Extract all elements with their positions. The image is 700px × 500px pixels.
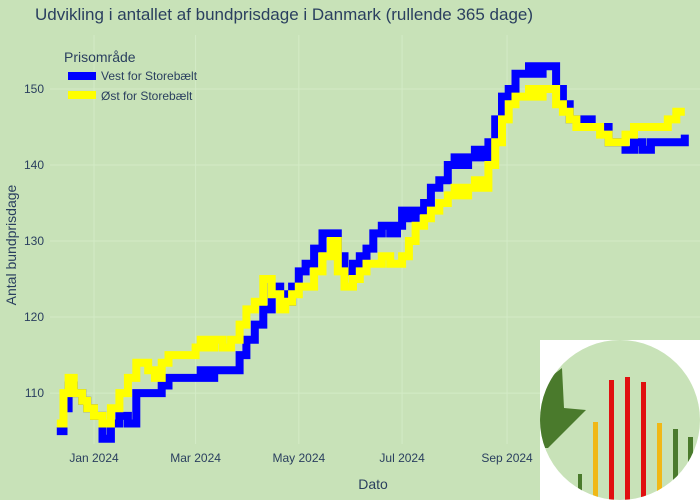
inset-bar [657,423,662,500]
y-axis-ticks: 110 120 130 140 150 [24,82,44,400]
x-tick-label: Sep 2024 [481,451,533,465]
x-tick-label: May 2024 [272,451,325,465]
y-axis-title: Antal bundprisdage [3,184,19,305]
x-tick-label: Mar 2024 [170,451,221,465]
x-axis-title: Dato [358,476,388,492]
inset-bar [578,474,582,500]
x-tick-label: Jan 2024 [69,451,119,465]
y-tick-label: 140 [24,158,44,172]
series-layer [56,62,689,443]
inset-bar [625,377,630,500]
inset-bar [593,422,598,500]
inset-bar [673,429,678,500]
y-tick-label: 110 [25,386,44,400]
legend-label-oest[interactable]: Øst for Storebælt [101,89,193,103]
x-tick-label: Jul 2024 [379,451,425,465]
y-tick-label: 130 [24,234,44,248]
y-tick-label: 120 [24,310,44,324]
legend[interactable]: Prisområde Vest for Storebælt Øst for St… [64,49,198,103]
series-line-oest[interactable] [56,85,685,428]
legend-label-vest[interactable]: Vest for Storebælt [101,69,198,83]
inset-bar [641,382,646,500]
inset-logo [540,340,700,500]
x-axis-ticks: Jan 2024 Mar 2024 May 2024 Jul 2024 Sep 2024 [69,451,533,465]
lightning-bolt-icon [540,368,586,448]
inset-bar [609,380,614,500]
legend-title: Prisområde [64,49,136,65]
y-tick-label: 150 [24,82,44,96]
chart-title: Udvikling i antallet af bundprisdage i D… [35,5,533,24]
